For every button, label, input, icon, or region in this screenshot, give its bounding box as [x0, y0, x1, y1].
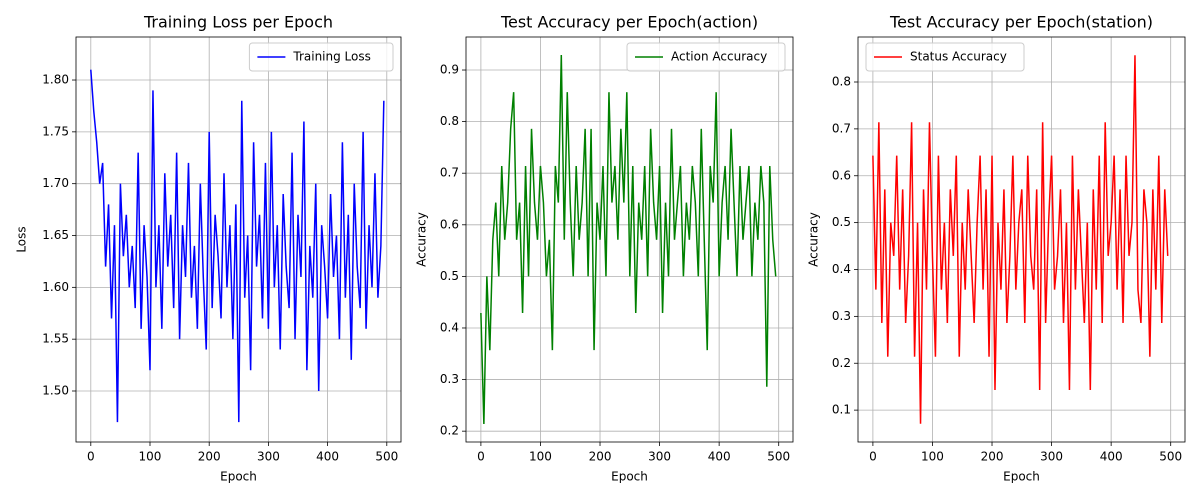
x-tick-label: 100: [921, 450, 944, 464]
y-tick-label: 1.50: [42, 383, 69, 397]
y-tick-label: 0.2: [440, 424, 459, 438]
subplot: 0 100 200 300 400 500 1.50 1.55 1.60 1.65 1.70 1.75…: [15, 13, 402, 484]
y-axis-label: Loss: [15, 226, 29, 252]
chart-title: Test Accuracy per Epoch(station): [889, 13, 1153, 32]
legend: Training Loss: [248, 42, 394, 72]
x-tick-label: 0: [477, 450, 485, 464]
legend-box: [626, 42, 786, 72]
y-tick-label: 1.80: [42, 73, 69, 87]
y-tick-label: 0.7: [832, 121, 851, 135]
y-tick-label: 0.9: [440, 63, 459, 77]
x-tick-label: 400: [1100, 450, 1123, 464]
x-tick-label: 500: [1159, 450, 1182, 464]
x-tick-label: 100: [139, 450, 162, 464]
x-tick-label: 300: [1040, 450, 1063, 464]
data-line: [872, 55, 1169, 424]
y-tick-label: 1.55: [42, 332, 69, 346]
x-tick-label: 500: [375, 450, 398, 464]
legend-label: Status Accuracy: [910, 50, 1007, 64]
x-tick-label: 100: [529, 450, 552, 464]
y-tick-label: 1.75: [42, 124, 69, 138]
y-tick-label: 1.70: [42, 176, 69, 190]
y-tick-label: 0.4: [440, 320, 459, 334]
x-tick-label: 0: [87, 450, 95, 464]
x-tick-label: 300: [257, 450, 280, 464]
y-tick-label: 0.6: [440, 217, 459, 231]
y-tick-label: 0.5: [440, 269, 459, 283]
legend-label: Training Loss: [292, 50, 370, 64]
y-tick-label: 0.6: [832, 168, 851, 182]
y-tick-label: 0.8: [440, 114, 459, 128]
data-line: [480, 55, 777, 424]
legend: Status Accuracy: [865, 42, 1025, 72]
x-axis-label: Epoch: [1003, 470, 1040, 484]
legend-label: Action Accuracy: [671, 50, 767, 64]
axes-frame: [75, 36, 402, 443]
y-tick-label: 0.1: [832, 403, 851, 417]
x-tick-label: 300: [648, 450, 671, 464]
y-tick-label: 1.65: [42, 228, 69, 242]
y-axis-label: Accuracy: [415, 212, 429, 267]
y-tick-label: 0.8: [832, 75, 851, 89]
chart-title: Test Accuracy per Epoch(action): [500, 13, 758, 32]
y-tick-label: 0.3: [440, 372, 459, 386]
legend-box: [865, 42, 1025, 72]
y-tick-label: 0.2: [832, 356, 851, 370]
chart-title: Training Loss per Epoch: [143, 13, 333, 32]
axes-frame: [465, 36, 794, 443]
subplot: 0 100 200 300 400 500 0.2 0.3 0.4 0.5 0.6 0.7 0.8 0.9…: [415, 13, 794, 484]
y-tick-label: 0.5: [832, 215, 851, 229]
x-tick-label: 0: [869, 450, 877, 464]
legend: Action Accuracy: [626, 42, 786, 72]
y-tick-label: 1.60: [42, 280, 69, 294]
x-tick-label: 200: [198, 450, 221, 464]
x-tick-label: 400: [708, 450, 731, 464]
y-tick-label: 0.7: [440, 166, 459, 180]
legend-box: [248, 42, 394, 72]
subplot: 0 100 200 300 400 500 0.1 0.2 0.3 0.4 0.5 0.6 0.7 0.8…: [807, 13, 1186, 484]
x-axis-label: Epoch: [611, 470, 648, 484]
y-tick-label: 0.3: [832, 309, 851, 323]
x-axis-label: Epoch: [220, 470, 257, 484]
x-tick-label: 200: [981, 450, 1004, 464]
y-axis-label: Accuracy: [807, 212, 821, 267]
x-tick-label: 400: [316, 450, 339, 464]
y-tick-label: 0.4: [832, 262, 851, 276]
x-tick-label: 200: [589, 450, 612, 464]
axes-frame: [857, 36, 1186, 443]
x-tick-label: 500: [767, 450, 790, 464]
data-line: [90, 69, 385, 423]
